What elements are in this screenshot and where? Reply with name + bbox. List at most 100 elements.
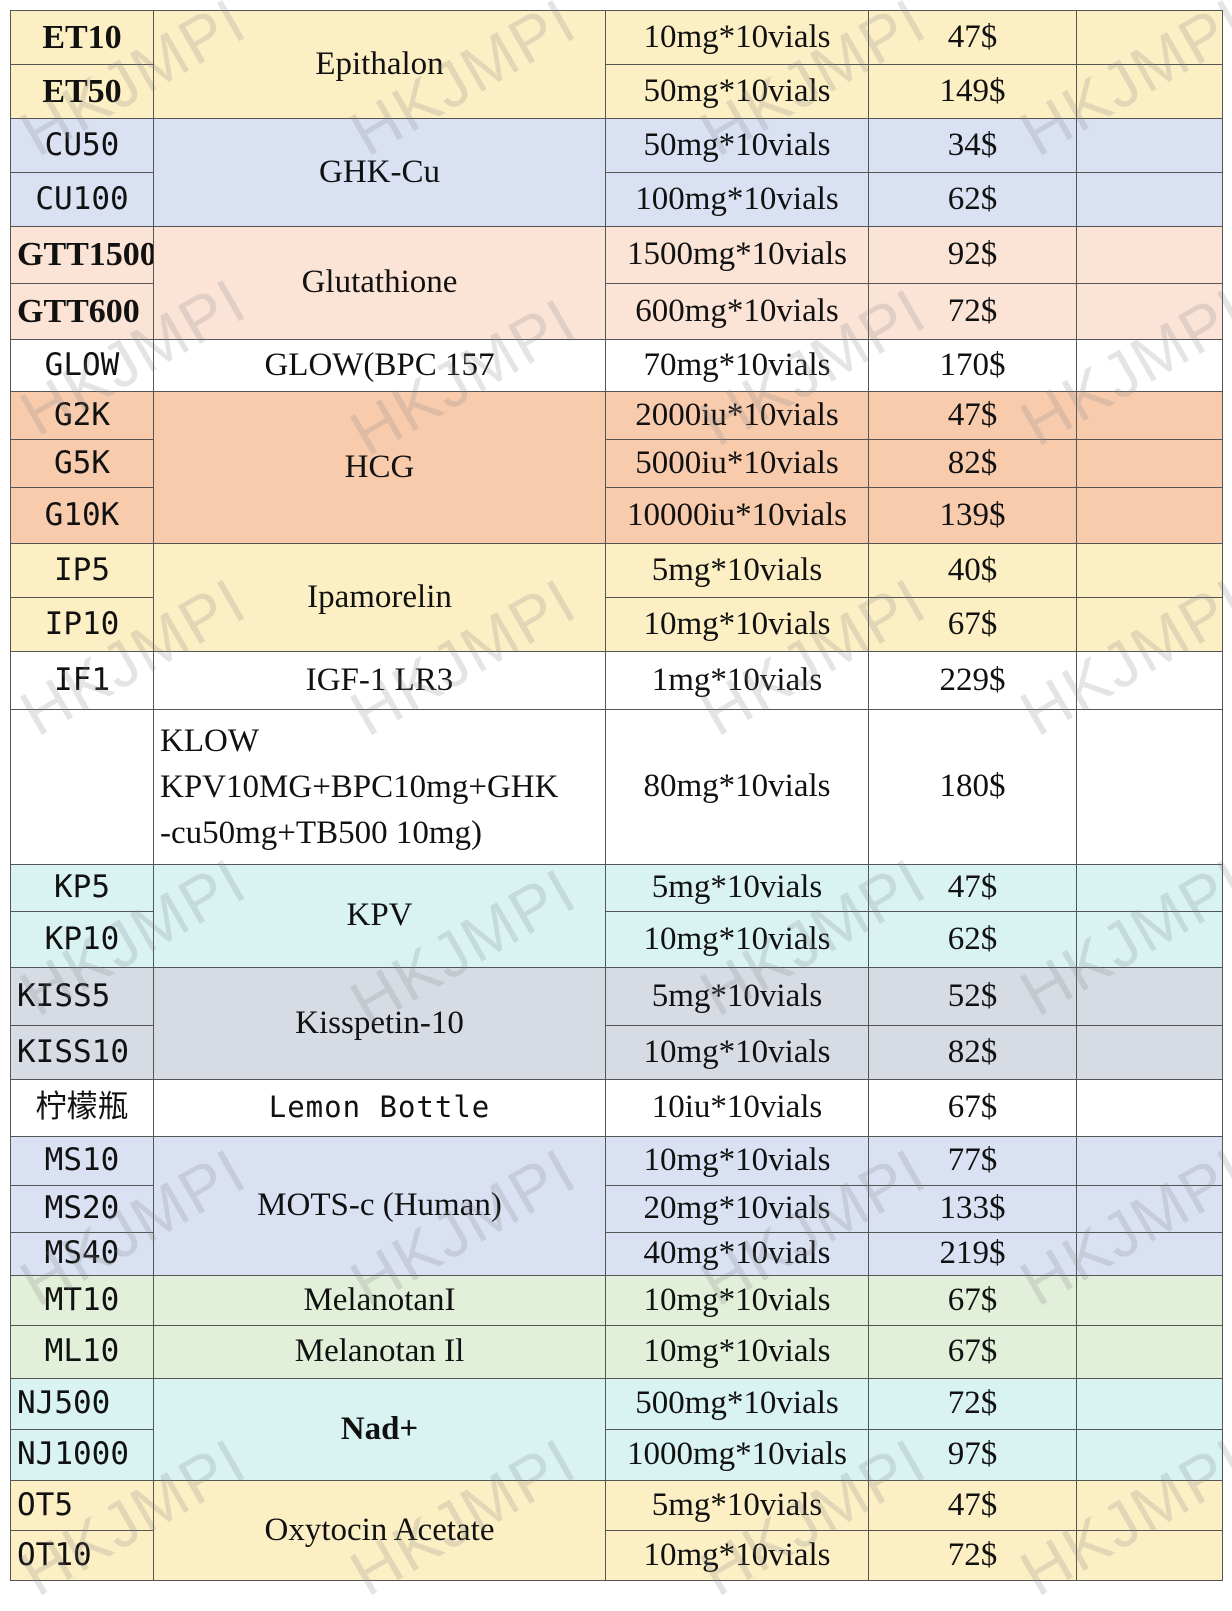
product-spec: 10mg*10vials: [605, 597, 869, 652]
product-spec: 10mg*10vials: [605, 1530, 869, 1581]
product-name: Epithalon: [153, 10, 606, 119]
product-code: KP10: [10, 911, 154, 968]
product-name: HCG: [153, 391, 606, 544]
product-price: 34$: [868, 118, 1077, 173]
product-code: ET10: [10, 10, 154, 65]
product-name: Kisspetin-10: [153, 967, 606, 1080]
empty-cell: [1076, 1275, 1223, 1326]
empty-cell: [1076, 1530, 1223, 1581]
product-price: 47$: [868, 1480, 1077, 1531]
product-price: 97$: [868, 1429, 1077, 1481]
table-row: KP5 KPV 5mg*10vials 47$: [10, 864, 1223, 968]
product-code: NJ1000: [10, 1429, 154, 1481]
product-spec: 5000iu*10vials: [605, 439, 869, 488]
product-spec: 40mg*10vials: [605, 1232, 869, 1276]
empty-cell: [1076, 172, 1223, 227]
empty-cell: [1076, 1429, 1223, 1481]
table-row: OT5 Oxytocin Acetate 5mg*10vials 47$: [10, 1480, 1223, 1581]
product-spec: 500mg*10vials: [605, 1378, 869, 1430]
product-name: MelanotanI: [153, 1275, 606, 1326]
product-code: 柠檬瓶: [10, 1079, 154, 1137]
table-row: NJ500 Nad+ 500mg*10vials 72$: [10, 1378, 1223, 1481]
product-price: 139$: [868, 487, 1077, 544]
product-code: GTT1500: [10, 226, 154, 284]
empty-cell: [1076, 391, 1223, 440]
product-code: ML10: [10, 1325, 154, 1379]
product-price: 67$: [868, 1275, 1077, 1326]
table-row: KISS5 Kisspetin-10 5mg*10vials 52$: [10, 967, 1223, 1080]
product-code: G2K: [10, 391, 154, 440]
product-spec: 5mg*10vials: [605, 543, 869, 598]
product-code: G10K: [10, 487, 154, 544]
product-spec: 10mg*10vials: [605, 1275, 869, 1326]
product-price: 72$: [868, 1378, 1077, 1430]
table-row: CU50 GHK-Cu 50mg*10vials 34$: [10, 118, 1223, 227]
price-table: ET10 Epithalon 10mg*10vials 47$ ET50 50m…: [10, 10, 1223, 1581]
product-spec: 70mg*10vials: [605, 339, 869, 392]
product-code: [10, 709, 154, 865]
product-code: ET50: [10, 64, 154, 119]
empty-cell: [1076, 439, 1223, 488]
empty-cell: [1076, 487, 1223, 544]
product-code: MS40: [10, 1232, 154, 1276]
product-price: 219$: [868, 1232, 1077, 1276]
product-name-line: KLOW: [160, 722, 259, 759]
empty-cell: [1076, 1025, 1223, 1080]
product-code: KP5: [10, 864, 154, 912]
table-row: G10K 10000iu*10vials 139$: [10, 487, 1223, 544]
empty-cell: [1076, 226, 1223, 284]
table-row: GLOW GLOW(BPC 157 70mg*10vials 170$: [10, 339, 1223, 392]
product-price: 72$: [868, 283, 1077, 340]
product-spec: 10iu*10vials: [605, 1079, 869, 1137]
product-price: 47$: [868, 391, 1077, 440]
empty-cell: [1076, 1480, 1223, 1531]
product-code: MT10: [10, 1275, 154, 1326]
table-row: MT10 MelanotanI 10mg*10vials 67$: [10, 1275, 1223, 1326]
empty-cell: [1076, 1136, 1223, 1186]
table-row: GTT1500 Glutathione 1500mg*10vials 92$: [10, 226, 1223, 340]
product-code: IP5: [10, 543, 154, 598]
empty-cell: [1076, 10, 1223, 65]
product-name: Ipamorelin: [153, 543, 606, 652]
table-row: MS10 MOTS-c (Human) 10mg*10vials 77$: [10, 1136, 1223, 1276]
empty-cell: [1076, 118, 1223, 173]
product-spec: 10mg*10vials: [605, 1325, 869, 1379]
product-name-line: -cu50mg+TB500 10mg): [160, 815, 482, 852]
product-code: MS20: [10, 1185, 154, 1233]
product-price: 47$: [868, 10, 1077, 65]
empty-cell: [1076, 339, 1223, 392]
product-name: Glutathione: [153, 226, 606, 340]
table-row: ML10 Melanotan Il 10mg*10vials 67$: [10, 1325, 1223, 1379]
empty-cell: [1076, 283, 1223, 340]
product-code: KISS10: [10, 1025, 154, 1080]
product-name: GHK-Cu: [153, 118, 606, 227]
product-name: GLOW(BPC 157: [153, 339, 606, 392]
product-spec: 600mg*10vials: [605, 283, 869, 340]
product-spec: 5mg*10vials: [605, 1480, 869, 1531]
product-spec: 100mg*10vials: [605, 172, 869, 227]
empty-cell: [1076, 911, 1223, 968]
product-price: 92$: [868, 226, 1077, 284]
product-price: 67$: [868, 1079, 1077, 1137]
product-spec: 10mg*10vials: [605, 1025, 869, 1080]
empty-cell: [1076, 1079, 1223, 1137]
product-price: 77$: [868, 1136, 1077, 1186]
product-spec: 10mg*10vials: [605, 10, 869, 65]
product-code: IP10: [10, 597, 154, 652]
product-code: GTT600: [10, 283, 154, 340]
empty-cell: [1076, 543, 1223, 598]
product-spec: 80mg*10vials: [605, 709, 869, 865]
table-row: IF1 IGF-1 LR3 1mg*10vials 229$: [10, 651, 1223, 710]
product-price: 67$: [868, 597, 1077, 652]
product-name: Lemon Bottle: [153, 1079, 606, 1137]
product-price: 229$: [868, 651, 1077, 710]
product-name: KLOW KPV10MG+BPC10mg+GHK -cu50mg+TB500 1…: [153, 709, 606, 865]
product-name: Oxytocin Acetate: [153, 1480, 606, 1581]
product-price: 170$: [868, 339, 1077, 392]
product-spec: 10mg*10vials: [605, 911, 869, 968]
product-spec: 5mg*10vials: [605, 864, 869, 912]
product-code: MS10: [10, 1136, 154, 1186]
product-name: KPV: [153, 864, 606, 968]
product-spec: 1500mg*10vials: [605, 226, 869, 284]
product-code: GLOW: [10, 339, 154, 392]
